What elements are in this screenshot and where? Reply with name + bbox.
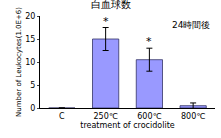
svg-text:0: 0 <box>30 104 35 113</box>
svg-text:treatment of crocidolite: treatment of crocidolite <box>80 121 175 130</box>
svg-text:800℃: 800℃ <box>181 112 205 121</box>
svg-text:20: 20 <box>25 12 35 21</box>
svg-text:白血球数: 白血球数 <box>91 0 131 10</box>
svg-text:*: * <box>103 15 109 28</box>
svg-text:10: 10 <box>25 58 35 67</box>
svg-text:Number of Leukocytes(1.0E+6): Number of Leukocytes(1.0E+6) <box>15 7 23 117</box>
svg-text:24時間後: 24時間後 <box>172 20 210 30</box>
svg-text:C: C <box>59 112 65 121</box>
svg-text:15: 15 <box>25 35 35 44</box>
svg-text:600℃: 600℃ <box>137 112 161 121</box>
svg-text:250℃: 250℃ <box>93 112 117 121</box>
svg-text:*: * <box>146 35 152 48</box>
svg-text:5: 5 <box>30 81 35 90</box>
